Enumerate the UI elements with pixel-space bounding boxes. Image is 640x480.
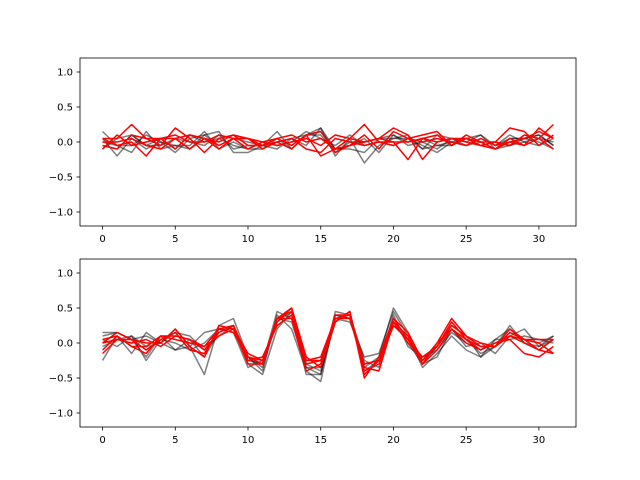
x-tick-label: 25: [460, 435, 473, 446]
y-tick-label: −1.0: [49, 409, 73, 420]
x-tick-label: 5: [172, 435, 178, 446]
x-tick-label: 20: [387, 234, 400, 245]
x-tick-label: 10: [242, 435, 255, 446]
x-tick-label: 30: [533, 435, 546, 446]
x-tick-label: 5: [172, 234, 178, 245]
series-line-4: [102, 127, 554, 154]
bottom-subplot: 0 5 10 15 20 25 30 −1.0 −0.5 0.0 0.5 1.0: [49, 258, 577, 446]
x-tick-label: 20: [387, 435, 400, 446]
y-tick-label: 1.0: [57, 68, 73, 79]
y-tick-label: 0.0: [57, 138, 73, 149]
y-tick-label: 0.0: [57, 339, 73, 350]
x-tick-label: 0: [99, 435, 105, 446]
series-line-7: [102, 123, 554, 157]
y-tick-label: 0.5: [57, 103, 73, 114]
series-group: [101, 307, 554, 383]
x-tick-label: 15: [314, 435, 327, 446]
y-tick-label: 0.5: [57, 304, 73, 315]
series-line-9: [102, 307, 554, 376]
y-tick-label: −1.0: [49, 208, 73, 219]
y-tick-label: 1.0: [57, 269, 73, 280]
x-tick-label: 15: [314, 234, 327, 245]
series-group: [101, 123, 554, 164]
x-tick-label: 25: [460, 234, 473, 245]
y-tick-label: −0.5: [49, 374, 73, 385]
series-line-8: [102, 134, 554, 154]
y-tick-label: −0.5: [49, 173, 73, 184]
x-tick-label: 10: [242, 234, 255, 245]
top-subplot: 0 5 10 15 20 25 30 −1.0 −0.5 0.0 0.5 1.0: [49, 57, 577, 245]
x-tick-label: 30: [533, 234, 546, 245]
series-line-9: [102, 130, 554, 157]
x-tick-label: 0: [99, 234, 105, 245]
